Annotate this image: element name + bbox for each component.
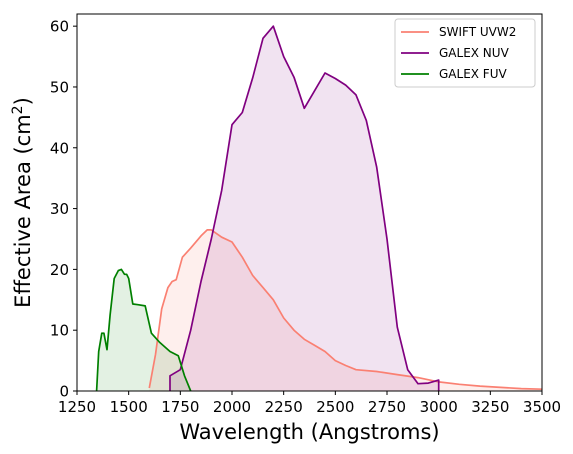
x-tick-label: 1750 [161,398,199,416]
line-swift-uvw2 [148,229,543,391]
y-axis-label-main: Effective Area (cm [11,114,35,308]
legend-label-galex-fuv: GALEX FUV [439,67,507,81]
x-tick-label: 2500 [316,398,354,416]
x-tick-label: 1500 [110,398,148,416]
x-tick-label: 2250 [265,398,303,416]
area-swift-uvw2 [149,229,543,391]
plot-frame [76,13,543,392]
legend-label-galex-nuv: GALEX NUV [439,46,510,60]
x-ticks: 1250 1500 1750 2000 2250 2500 2750 3000 3250 3500 [58,391,561,416]
x-tick-label: 1250 [58,398,96,416]
x-tick-label: 3500 [523,398,561,416]
y-axis-label: Effective Area (cm2) [10,97,35,308]
x-axis-label: Wavelength (Angstroms) [179,420,439,444]
y-tick-label: 10 [50,322,69,340]
y-tick-label: 40 [50,139,69,157]
y-tick-label: 20 [50,261,69,279]
y-tick-label: 30 [50,200,69,218]
y-tick-label: 60 [50,18,69,36]
y-tick-label: 50 [50,78,69,96]
series-fills [96,26,543,391]
line-galex-fuv [95,268,192,392]
y-tick-label: 0 [59,383,69,401]
y-axis-label-superscript: 2 [10,105,26,114]
x-tick-label: 3000 [420,398,458,416]
y-ticks: 0 10 20 30 40 50 60 [50,18,77,401]
x-tick-label: 2750 [368,398,406,416]
x-tick-label: 2000 [213,398,251,416]
area-galex-nuv [170,26,439,391]
line-galex-nuv [169,25,440,391]
y-axis-label-close: ) [11,97,35,105]
legend-frame [394,18,536,88]
area-galex-fuv [96,269,191,391]
legend-label-swift-uvw2: SWIFT UVW2 [439,25,516,39]
series-lines [95,25,543,392]
legend: SWIFT UVW2 GALEX NUV GALEX FUV [394,18,536,88]
x-tick-label: 3250 [471,398,509,416]
